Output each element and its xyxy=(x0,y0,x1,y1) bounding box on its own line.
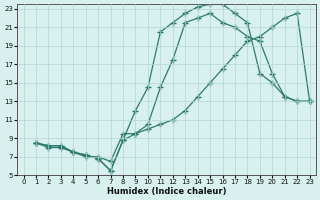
X-axis label: Humidex (Indice chaleur): Humidex (Indice chaleur) xyxy=(107,187,226,196)
